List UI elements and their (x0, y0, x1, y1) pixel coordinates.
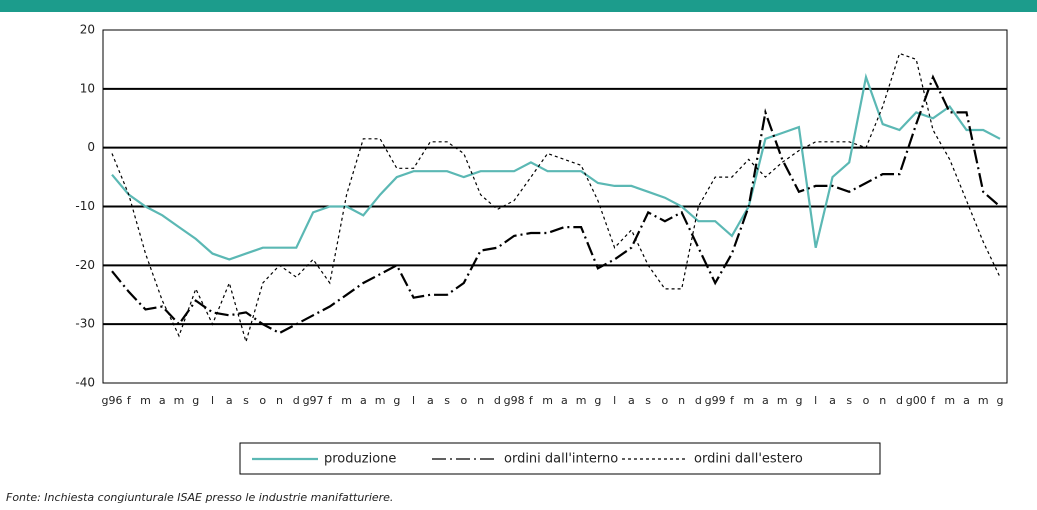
y-tick-label: -30 (75, 317, 95, 331)
x-tick-label: g (594, 394, 601, 407)
x-tick-label: m (777, 394, 788, 407)
x-tick-label: f (931, 394, 936, 407)
series-line (111, 74, 1001, 335)
x-tick-label: l (613, 394, 616, 407)
x-tick-label: a (561, 394, 568, 407)
banner (0, 0, 1037, 12)
x-tick-label: g (192, 394, 199, 407)
x-tick-label: o (259, 394, 266, 407)
series-line (111, 52, 1001, 344)
x-tick-label: m (576, 394, 587, 407)
x-tick-label: g96 (102, 394, 123, 407)
x-tick-label: m (542, 394, 553, 407)
x-tick-label: a (427, 394, 434, 407)
y-tick-label: 0 (87, 140, 95, 154)
x-tick-label: g97 (303, 394, 324, 407)
x-tick-label: m (174, 394, 185, 407)
y-tick-label: -40 (75, 376, 95, 390)
x-tick-label: m (944, 394, 955, 407)
x-tick-label: a (226, 394, 233, 407)
x-tick-label: d (896, 394, 903, 407)
x-tick-label: l (814, 394, 817, 407)
x-tick-label: g (393, 394, 400, 407)
x-tick-label: f (328, 394, 333, 407)
x-tick-label: a (628, 394, 635, 407)
y-tick-label: 10 (80, 81, 95, 95)
x-tick-label: g00 (906, 394, 927, 407)
x-tick-label: f (529, 394, 534, 407)
x-tick-label: m (375, 394, 386, 407)
x-tick-label: d (293, 394, 300, 407)
x-tick-label: d (695, 394, 702, 407)
x-tick-label: g99 (705, 394, 726, 407)
x-tick-label: a (159, 394, 166, 407)
x-tick-label: s (846, 394, 852, 407)
x-tick-label: f (730, 394, 735, 407)
x-tick-label: g (997, 394, 1004, 407)
x-tick-label: a (762, 394, 769, 407)
x-tick-label: n (678, 394, 685, 407)
y-tick-label: 20 (80, 23, 95, 37)
x-tick-label: s (444, 394, 450, 407)
x-tick-label: d (494, 394, 501, 407)
x-tick-label: m (341, 394, 352, 407)
legend-label: ordini dall'estero (694, 452, 803, 467)
x-tick-label: g98 (504, 394, 525, 407)
x-tick-label: s (645, 394, 651, 407)
x-tick-label: o (460, 394, 467, 407)
x-tick-label: m (743, 394, 754, 407)
x-tick-label: a (963, 394, 970, 407)
legend-label: ordini dall'interno (504, 452, 618, 467)
x-tick-label: n (477, 394, 484, 407)
x-tick-label: m (978, 394, 989, 407)
legend-label: produzione (324, 452, 396, 467)
y-tick-label: -10 (75, 199, 95, 213)
series-line (111, 72, 1001, 261)
x-tick-label: o (662, 394, 669, 407)
source: Fonte: Inchiesta congiunturale ISAE pres… (6, 491, 393, 504)
x-tick-label: a (829, 394, 836, 407)
x-tick-label: l (211, 394, 214, 407)
legend (239, 442, 881, 475)
y-tick-label: -20 (75, 258, 95, 272)
x-tick-label: n (276, 394, 283, 407)
x-tick-label: s (243, 394, 249, 407)
x-tick-label: m (140, 394, 151, 407)
x-tick-label: n (879, 394, 886, 407)
x-tick-label: f (127, 394, 132, 407)
x-tick-label: l (412, 394, 415, 407)
x-tick-label: g (795, 394, 802, 407)
x-tick-label: a (360, 394, 367, 407)
x-tick-label: o (863, 394, 870, 407)
